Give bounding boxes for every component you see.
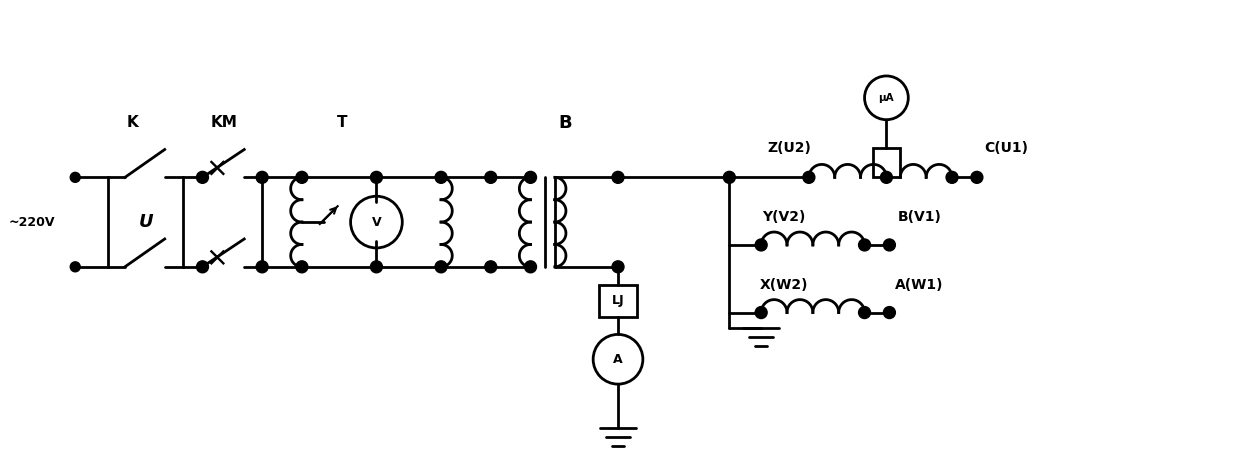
Circle shape [947, 171, 958, 183]
Circle shape [435, 171, 447, 183]
Circle shape [612, 261, 624, 273]
Circle shape [370, 261, 383, 273]
Text: U: U [139, 213, 154, 231]
Circle shape [435, 261, 447, 273]
Text: A: A [613, 353, 623, 366]
Circle shape [484, 171, 497, 183]
Text: A(W1): A(W1) [895, 278, 943, 292]
Text: K: K [128, 115, 139, 130]
Bar [872, 148, 901, 177]
Circle shape [370, 171, 383, 183]
Circle shape [524, 171, 536, 183]
Circle shape [883, 307, 896, 319]
Circle shape [71, 172, 81, 182]
Circle shape [256, 171, 268, 183]
Circle shape [296, 171, 307, 183]
Circle shape [296, 261, 307, 273]
Circle shape [484, 261, 497, 273]
Text: B(V1): B(V1) [897, 210, 942, 224]
Circle shape [881, 171, 892, 183]
Text: Y(V2): Y(V2) [762, 210, 805, 224]
Circle shape [612, 171, 624, 183]
Text: X(W2): X(W2) [760, 278, 808, 292]
Circle shape [883, 239, 896, 251]
Circle shape [756, 239, 767, 251]
Circle shape [256, 261, 268, 273]
Circle shape [756, 307, 767, 319]
Text: C(U1): C(U1) [985, 141, 1028, 154]
Circle shape [524, 261, 536, 273]
Text: LJ: LJ [612, 294, 624, 307]
Circle shape [197, 261, 208, 273]
Bar [600, 285, 637, 317]
Text: T: T [337, 115, 347, 130]
Circle shape [803, 171, 815, 183]
Circle shape [859, 239, 871, 251]
Text: Z(U2): Z(U2) [767, 141, 812, 154]
Text: V: V [372, 216, 382, 228]
Circle shape [971, 171, 983, 183]
Circle shape [724, 171, 735, 183]
Text: μA: μA [878, 93, 895, 103]
Circle shape [859, 307, 871, 319]
Text: KM: KM [211, 115, 238, 130]
Circle shape [197, 171, 208, 183]
Text: B: B [559, 114, 572, 132]
Circle shape [71, 262, 81, 272]
Text: ~220V: ~220V [9, 216, 55, 228]
